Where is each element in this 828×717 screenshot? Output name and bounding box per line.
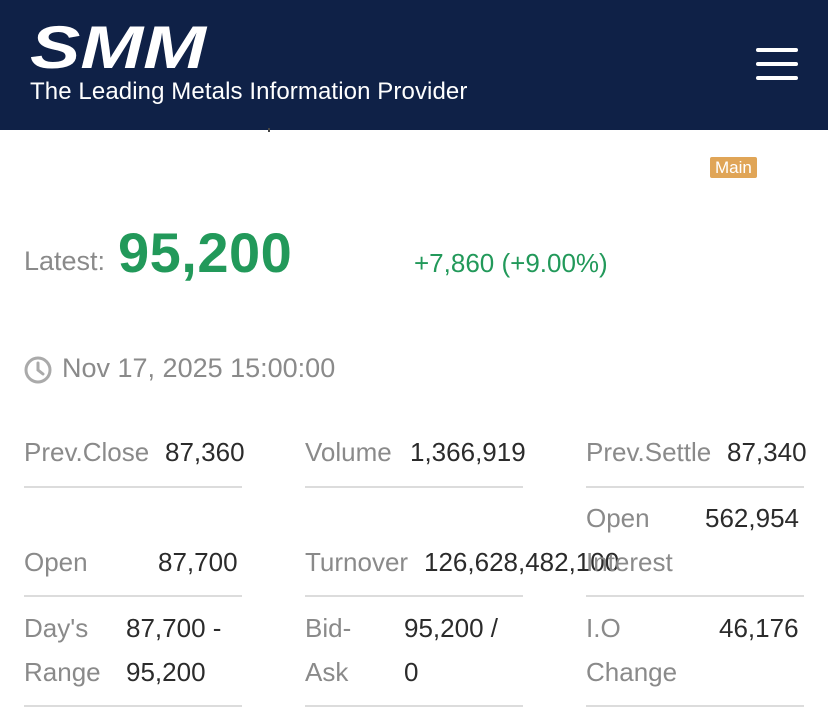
days-range-value-line1: 87,700 -: [126, 613, 222, 643]
price-change: +7,860 (+9.00%): [414, 248, 608, 278]
divider: [586, 705, 804, 707]
clock-icon: [24, 356, 52, 384]
prev-settle-value: 87,340: [727, 437, 807, 467]
prev-close-label: Prev.Close: [24, 437, 150, 467]
prev-settle-label: Prev.Settle: [586, 437, 712, 467]
turnover-label: Turnover: [305, 547, 409, 577]
prev-close-value: 87,360: [165, 437, 245, 467]
site-tagline: The Leading Metals Information Provider: [30, 78, 468, 105]
bid-ask-value-line1: 95,200 /: [404, 613, 498, 643]
bid-ask-label-line1: Bid-: [305, 613, 352, 643]
divider: [586, 595, 804, 597]
smm-logo[interactable]: SMM: [30, 22, 208, 72]
io-change-label-line1: I.O: [586, 613, 621, 643]
days-range-value-line2: 95,200: [126, 657, 206, 687]
open-label: Open: [24, 547, 88, 577]
io-change-label-line2: Change: [586, 657, 678, 687]
io-change-value: 46,176: [719, 613, 799, 643]
divider: [305, 705, 523, 707]
open-interest-label-line2: Interest: [586, 547, 673, 577]
days-range-label-line2: Range: [24, 657, 101, 687]
days-range-label-line1: Day's: [24, 613, 89, 643]
hamburger-menu-icon[interactable]: [756, 48, 798, 80]
main-contract-badge: Main: [710, 157, 757, 178]
latest-label: Latest:: [24, 246, 106, 276]
divider: [305, 486, 523, 488]
open-interest-label-line1: Open: [586, 503, 650, 533]
open-value: 87,700: [158, 547, 238, 577]
quote-timestamp: Nov 17, 2025 15:00:00: [62, 353, 336, 383]
divider: [24, 486, 242, 488]
latest-price: 95,200: [118, 221, 293, 284]
bid-ask-label-line2: Ask: [305, 657, 349, 687]
divider: [305, 595, 523, 597]
divider: [24, 595, 242, 597]
divider: [586, 486, 804, 488]
svg-text:SMM: SMM: [30, 22, 208, 72]
turnover-value: 126,628,482,100: [424, 547, 620, 577]
open-interest-value: 562,954: [705, 503, 799, 533]
divider: [24, 705, 242, 707]
volume-label: Volume: [305, 437, 392, 467]
scroll-indicator: [268, 128, 273, 132]
bid-ask-value-line2: 0: [404, 657, 419, 687]
site-header: SMM The Leading Metals Information Provi…: [0, 0, 828, 130]
volume-value: 1,366,919: [410, 437, 526, 467]
